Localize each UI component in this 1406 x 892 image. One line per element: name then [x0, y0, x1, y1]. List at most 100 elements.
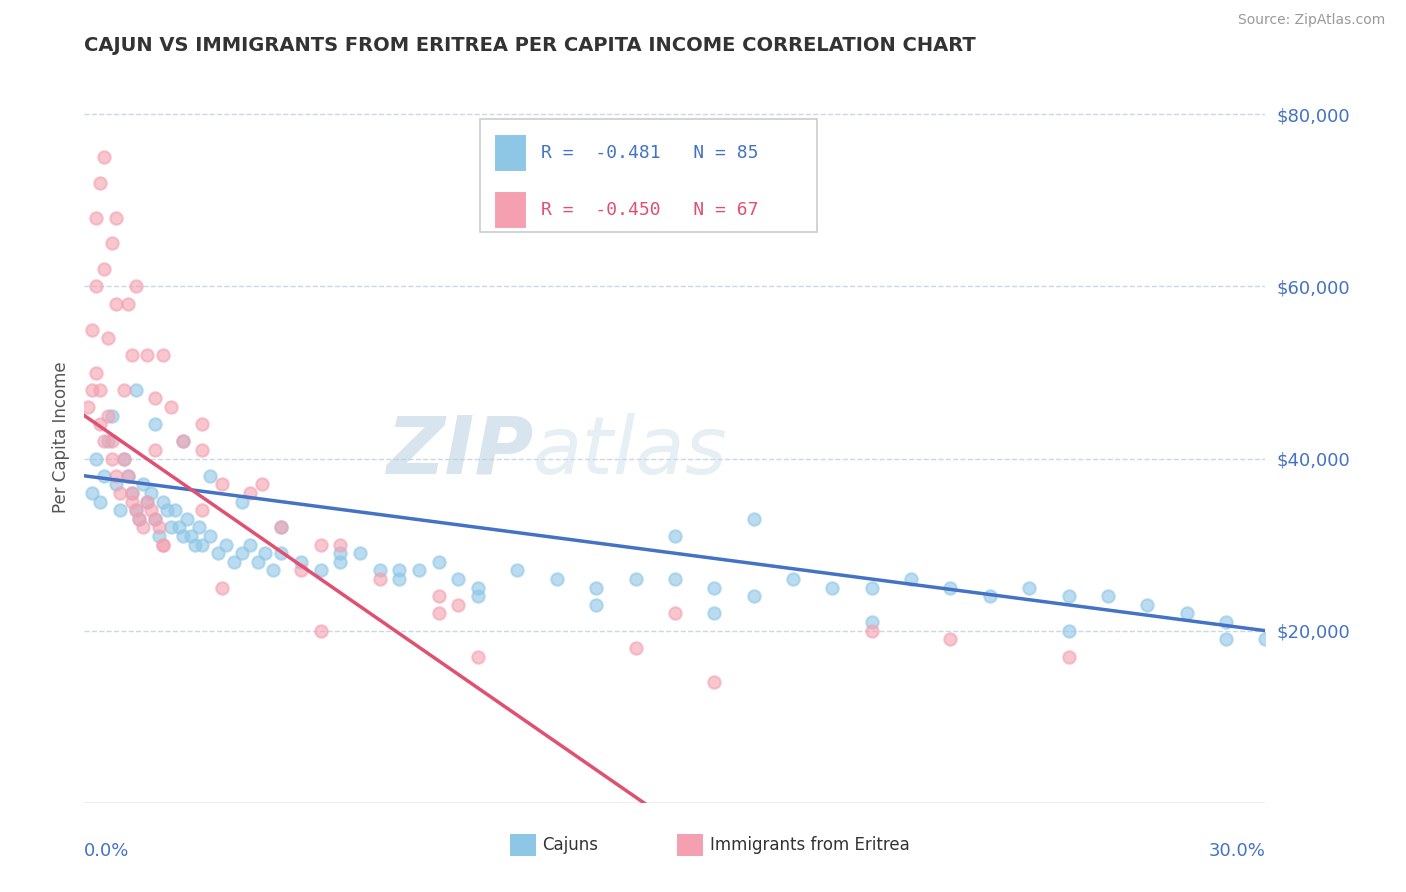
Text: atlas: atlas — [533, 413, 728, 491]
Point — [1057, 589, 1080, 603]
Text: Source: ZipAtlas.com: Source: ZipAtlas.com — [1237, 13, 1385, 28]
Point — [143, 512, 166, 526]
Bar — [678, 834, 703, 856]
Point — [112, 451, 135, 466]
Point — [231, 494, 253, 508]
Point — [1097, 589, 1119, 603]
Point — [860, 581, 883, 595]
Point — [703, 675, 725, 690]
Point — [506, 564, 529, 578]
Point — [742, 512, 765, 526]
Point — [329, 538, 352, 552]
Point — [200, 529, 222, 543]
Point — [112, 383, 135, 397]
Point — [108, 503, 131, 517]
Point — [84, 211, 107, 225]
Point — [270, 546, 292, 560]
Point — [585, 598, 607, 612]
Point — [191, 503, 214, 517]
Point — [117, 468, 139, 483]
Point — [329, 546, 352, 560]
Point — [939, 632, 962, 647]
Point — [112, 451, 135, 466]
Point — [121, 348, 143, 362]
Point — [101, 409, 124, 423]
Point — [117, 296, 139, 310]
Point — [624, 640, 647, 655]
Point — [160, 520, 183, 534]
Point — [148, 529, 170, 543]
Point — [176, 512, 198, 526]
Point — [467, 581, 489, 595]
Point — [900, 572, 922, 586]
Point — [152, 494, 174, 508]
Text: Immigrants from Eritrea: Immigrants from Eritrea — [710, 836, 910, 855]
Point — [664, 572, 686, 586]
Text: CAJUN VS IMMIGRANTS FROM ERITREA PER CAPITA INCOME CORRELATION CHART: CAJUN VS IMMIGRANTS FROM ERITREA PER CAP… — [84, 36, 976, 54]
Point — [368, 572, 391, 586]
Point — [172, 434, 194, 449]
Point — [160, 400, 183, 414]
Point — [254, 546, 277, 560]
Point — [191, 442, 214, 457]
Point — [270, 520, 292, 534]
Point — [222, 555, 245, 569]
Point — [447, 598, 470, 612]
Text: 30.0%: 30.0% — [1209, 841, 1265, 860]
Point — [124, 383, 146, 397]
Text: R =  -0.450   N = 67: R = -0.450 N = 67 — [541, 201, 759, 219]
Point — [309, 624, 332, 638]
Point — [215, 538, 238, 552]
Point — [93, 150, 115, 164]
Point — [121, 486, 143, 500]
Point — [77, 400, 100, 414]
Point — [290, 555, 312, 569]
Point — [664, 607, 686, 621]
Point — [447, 572, 470, 586]
Point — [187, 520, 209, 534]
Point — [270, 520, 292, 534]
Point — [979, 589, 1001, 603]
Point — [180, 529, 202, 543]
Point — [124, 503, 146, 517]
Point — [239, 538, 262, 552]
Point — [309, 538, 332, 552]
Point — [246, 555, 269, 569]
Point — [108, 486, 131, 500]
Point — [89, 494, 111, 508]
FancyBboxPatch shape — [479, 119, 817, 232]
Point — [148, 520, 170, 534]
Point — [211, 581, 233, 595]
Y-axis label: Per Capita Income: Per Capita Income — [52, 361, 70, 513]
Point — [1254, 632, 1277, 647]
Point — [309, 564, 332, 578]
Point — [388, 564, 411, 578]
Point — [143, 417, 166, 432]
Point — [128, 512, 150, 526]
Point — [121, 486, 143, 500]
Point — [262, 564, 284, 578]
Point — [82, 486, 104, 500]
Point — [84, 279, 107, 293]
Point — [427, 589, 450, 603]
Point — [143, 512, 166, 526]
Point — [821, 581, 844, 595]
Point — [231, 546, 253, 560]
Point — [89, 176, 111, 190]
Point — [1215, 632, 1237, 647]
Point — [143, 392, 166, 406]
Point — [128, 512, 150, 526]
Point — [101, 434, 124, 449]
Point — [163, 503, 186, 517]
Text: ZIP: ZIP — [385, 413, 533, 491]
Point — [167, 520, 190, 534]
Point — [1175, 607, 1198, 621]
Point — [546, 572, 568, 586]
Point — [290, 564, 312, 578]
Point — [207, 546, 229, 560]
Point — [124, 279, 146, 293]
Point — [585, 581, 607, 595]
Point — [782, 572, 804, 586]
Point — [93, 262, 115, 277]
Point — [408, 564, 430, 578]
